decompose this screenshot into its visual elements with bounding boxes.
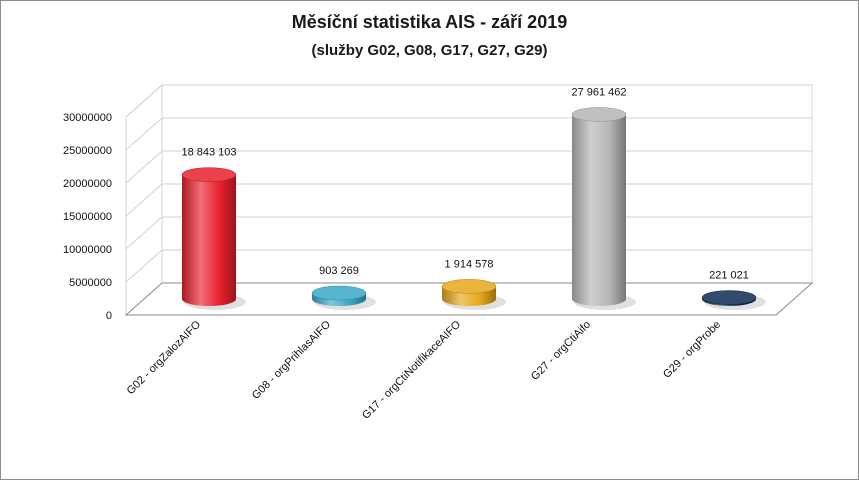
- y-tick-label: 0: [106, 310, 112, 322]
- y-tick-label: 25000000: [63, 145, 112, 157]
- chart-title: Měsíční statistika AIS - září 2019: [291, 12, 568, 32]
- bar: [311, 285, 376, 310]
- y-axis-ticks: 0 5000000 10000000 15000000 20000000 25000000…: [63, 112, 112, 322]
- x-tick-label: G29 - orgProbe: [661, 319, 723, 381]
- x-tick-label: G17 - orgCtiNotifikaceAIFO: [360, 318, 463, 421]
- data-label: 221 021: [709, 270, 749, 282]
- bar: [441, 279, 506, 310]
- gridline-side: [125, 183, 163, 217]
- bar-top: [311, 285, 367, 301]
- chart-subtitle: (služby G02, G08, G17, G27, G29): [311, 42, 548, 59]
- bar-body: [572, 114, 626, 307]
- data-labels: 18 843 103 903 269 1 914 578 27 961 462 221 …: [181, 86, 748, 281]
- bar-top: [571, 107, 627, 122]
- bar: [181, 167, 246, 310]
- bar: [701, 290, 766, 310]
- bar-top: [701, 290, 757, 305]
- gridline-side: [125, 150, 163, 184]
- y-tick-label: 30000000: [63, 112, 112, 124]
- y-tick-label: 5000000: [69, 277, 112, 289]
- y-tick-label: 15000000: [63, 211, 112, 223]
- x-tick-label: G08 - orgPrihlasAIFO: [250, 318, 334, 402]
- category-labels: G02 - orgZalozAIFO G08 - orgPrihlasAIFO G1…: [125, 318, 724, 421]
- gridline-side: [125, 216, 163, 250]
- bar-top: [441, 279, 497, 294]
- bar: [571, 107, 636, 310]
- data-label: 18 843 103: [181, 147, 236, 159]
- data-label: 1 914 578: [445, 258, 494, 270]
- y-tick-label: 10000000: [63, 244, 112, 256]
- gridline-side: [125, 249, 163, 283]
- y-tick-label: 20000000: [63, 178, 112, 190]
- gridline-side: [125, 117, 163, 151]
- bar-top: [181, 167, 237, 182]
- gridline-side: [125, 84, 163, 118]
- data-label: 27 961 462: [571, 86, 626, 98]
- x-tick-label: G27 - orgCtiAifo: [529, 319, 593, 383]
- chart-walls: [124, 83, 814, 317]
- bar-body: [182, 174, 236, 306]
- x-tick-label: G02 - orgZalozAIFO: [125, 318, 204, 397]
- bars: [181, 107, 766, 310]
- data-label: 903 269: [319, 265, 359, 277]
